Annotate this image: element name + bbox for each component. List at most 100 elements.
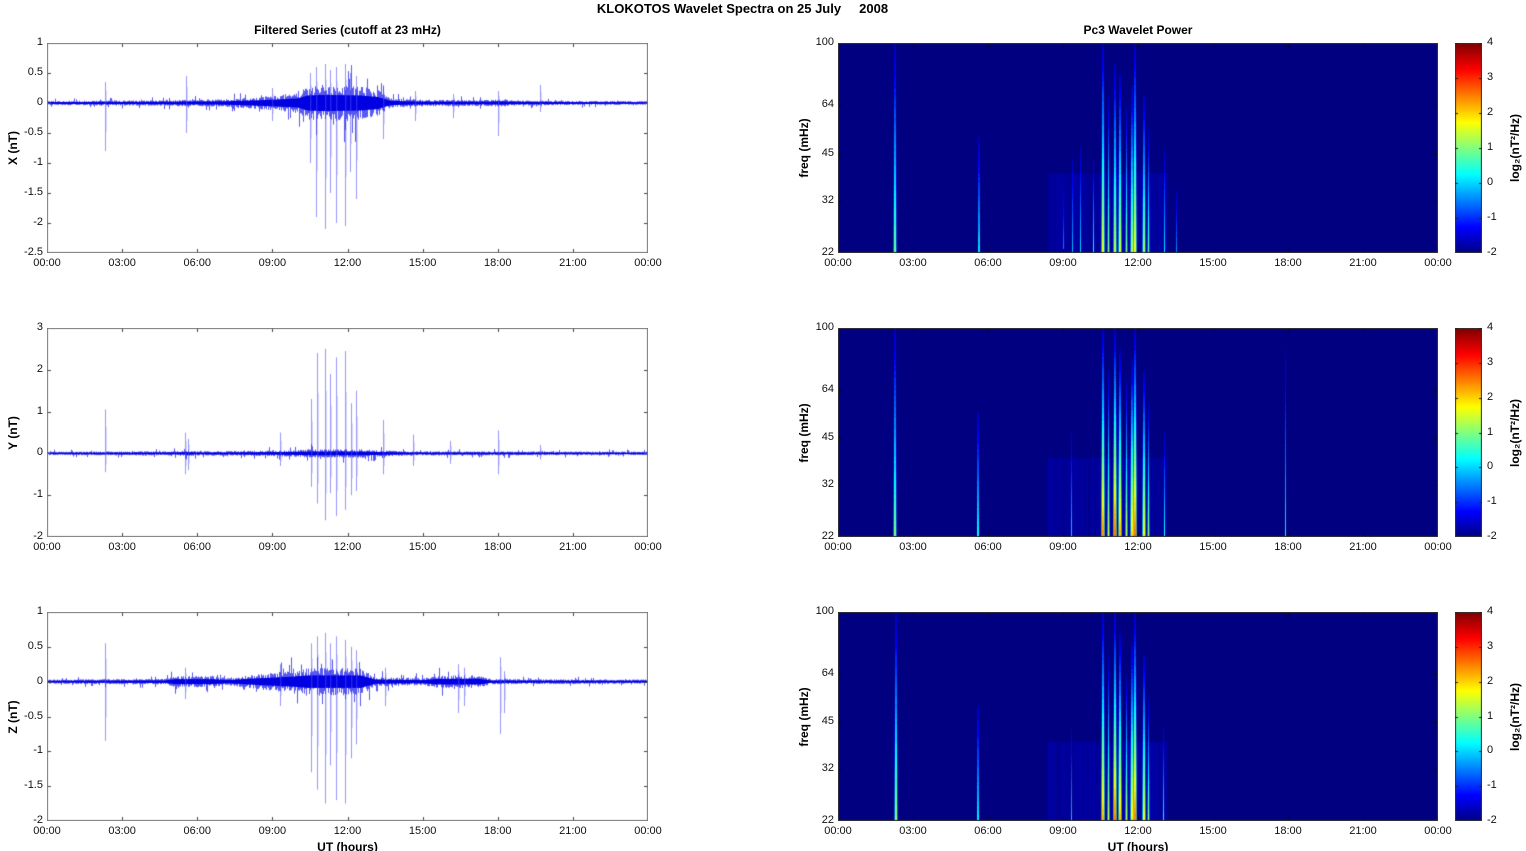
y-tick-label: 22 <box>821 246 834 258</box>
x-tick-label: 09:00 <box>258 825 287 837</box>
x-tick-label: 15:00 <box>1199 257 1227 269</box>
colorbar-tick-label: -2 <box>1487 246 1497 258</box>
colorbar-tick-label: 3 <box>1487 355 1494 368</box>
y-tick-label: -0.5 <box>24 709 43 722</box>
x-tick-label: 18:00 <box>483 541 512 553</box>
y-tick-label: -2 <box>33 814 43 826</box>
panel-title: Pc3 Wavelet Power <box>1083 23 1193 37</box>
x-tick-label: 18:00 <box>1274 541 1302 553</box>
colorbar-canvas-z <box>1455 612 1482 821</box>
colorbar-tick-label: 0 <box>1487 176 1494 188</box>
colorbar-tick-label: 0 <box>1487 744 1494 757</box>
x-tick-label: 15:00 <box>1199 825 1227 837</box>
colorbar-tick-label: 1 <box>1487 141 1494 153</box>
y-tick-label: 45 <box>821 431 834 444</box>
y-tick-label: 0.5 <box>27 639 43 652</box>
y-tick-label: 45 <box>821 715 834 728</box>
x-tick-label: 00:00 <box>1424 825 1452 837</box>
y-tick-label: -1.5 <box>24 779 43 792</box>
y-tick-label: 64 <box>821 666 834 679</box>
colorbar-x <box>1455 43 1482 253</box>
colorbar-tick-label: 2 <box>1487 390 1494 403</box>
colorbar-tick-label: 3 <box>1487 639 1494 652</box>
y-tick-label: 22 <box>821 814 834 826</box>
y-tick-label: 32 <box>821 478 834 491</box>
x-axis-label: UT (hours) <box>1107 840 1169 851</box>
x-tick-label: 15:00 <box>408 825 437 837</box>
x-tick-label: 12:00 <box>333 257 362 269</box>
y-axis-label: Y (nT) <box>6 415 20 450</box>
y-tick-label: 0 <box>36 96 43 108</box>
x-tick-label: 18:00 <box>483 257 512 269</box>
y-tick-label: 45 <box>821 146 834 159</box>
x-tick-label: 00:00 <box>1424 541 1452 553</box>
spectrogram-canvas-z <box>838 612 1438 821</box>
y-tick-label: 100 <box>815 321 834 333</box>
colorbar-canvas-y <box>1455 328 1482 537</box>
x-tick-label: 12:00 <box>1124 825 1152 837</box>
y-tick-label: -1 <box>33 156 43 168</box>
panel-x-filtered-series <box>47 43 648 253</box>
colorbar-label: log₂(nT²/Hz) <box>1508 398 1522 467</box>
x-tick-label: 00:00 <box>634 825 662 837</box>
x-tick-label: 00:00 <box>824 257 852 269</box>
colorbar-tick-label: -1 <box>1487 779 1497 792</box>
y-tick-label: 0 <box>36 446 43 459</box>
x-tick-label: 03:00 <box>899 825 927 837</box>
colorbar-tick-label: 2 <box>1487 106 1494 118</box>
y-tick-label: -2 <box>33 216 43 228</box>
x-tick-label: 12:00 <box>333 541 362 553</box>
panel-z-filtered-series <box>47 612 648 821</box>
x-tick-label: 00:00 <box>1424 257 1452 269</box>
x-tick-label: 15:00 <box>408 257 437 269</box>
y-tick-label: -1 <box>33 488 43 501</box>
x-tick-label: 03:00 <box>899 257 927 269</box>
timeseries-canvas-y <box>47 328 648 537</box>
y-tick-label: 1 <box>36 404 43 417</box>
colorbar-tick-label: 4 <box>1487 36 1494 48</box>
x-tick-label: 18:00 <box>1274 825 1302 837</box>
x-tick-label: 03:00 <box>108 541 136 553</box>
x-tick-label: 00:00 <box>634 257 662 269</box>
colorbar-label: log₂(nT²/Hz) <box>1508 114 1522 182</box>
colorbar-label: log₂(nT²/Hz) <box>1508 682 1522 751</box>
spectrogram-canvas-y <box>838 328 1438 537</box>
spectrogram-canvas-x <box>838 43 1438 253</box>
y-tick-label: 32 <box>821 194 834 207</box>
colorbar-tick-label: 0 <box>1487 460 1494 473</box>
x-tick-label: 03:00 <box>108 825 136 837</box>
y-tick-label: 32 <box>821 762 834 775</box>
x-tick-label: 09:00 <box>258 257 287 269</box>
x-tick-label: 15:00 <box>1199 541 1227 553</box>
colorbar-tick-label: 2 <box>1487 674 1494 687</box>
colorbar-tick-label: 4 <box>1487 605 1494 617</box>
y-tick-label: 100 <box>815 36 834 48</box>
x-tick-label: 09:00 <box>1049 541 1077 553</box>
colorbar-tick-label: 1 <box>1487 425 1494 438</box>
colorbar-tick-label: -2 <box>1487 814 1497 826</box>
x-tick-label: 00:00 <box>33 257 61 269</box>
x-tick-label: 00:00 <box>824 541 852 553</box>
y-tick-label: -1.5 <box>24 186 43 198</box>
x-tick-label: 21:00 <box>1349 825 1377 837</box>
colorbar-tick-label: 3 <box>1487 71 1494 83</box>
x-tick-label: 09:00 <box>1049 257 1077 269</box>
x-tick-label: 18:00 <box>483 825 512 837</box>
colorbar-tick-label: -1 <box>1487 495 1497 508</box>
colorbar-y <box>1455 328 1482 537</box>
colorbar-tick-label: 4 <box>1487 321 1494 333</box>
x-tick-label: 06:00 <box>183 825 212 837</box>
x-tick-label: 12:00 <box>1124 541 1152 553</box>
x-tick-label: 03:00 <box>899 541 927 553</box>
x-tick-label: 00:00 <box>824 825 852 837</box>
x-tick-label: 06:00 <box>974 257 1002 269</box>
y-tick-label: 100 <box>815 605 834 617</box>
x-tick-label: 21:00 <box>1349 541 1377 553</box>
x-axis-label: UT (hours) <box>317 840 378 851</box>
x-tick-label: 12:00 <box>1124 257 1152 269</box>
y-tick-label: -2 <box>33 530 43 542</box>
x-tick-label: 06:00 <box>183 541 212 553</box>
y-tick-label: 2 <box>36 362 43 375</box>
figure-title: KLOKOTOS Wavelet Spectra on 25 July 2008 <box>596 1 889 16</box>
